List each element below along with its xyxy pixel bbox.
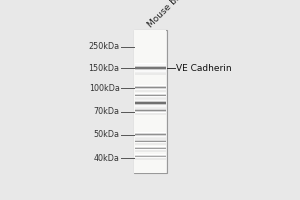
Text: 70kDa: 70kDa xyxy=(94,107,120,116)
Bar xyxy=(135,140,166,141)
Bar xyxy=(135,72,166,75)
Bar xyxy=(135,136,166,137)
Bar xyxy=(135,64,166,66)
Bar xyxy=(135,99,166,100)
Bar xyxy=(135,105,166,107)
Bar xyxy=(135,95,166,96)
Bar xyxy=(135,142,166,143)
Bar xyxy=(134,30,166,173)
Bar xyxy=(135,157,166,158)
Bar xyxy=(135,97,166,100)
Bar xyxy=(135,137,166,140)
Bar xyxy=(135,108,166,109)
Bar xyxy=(135,154,166,155)
Bar xyxy=(135,89,166,90)
Bar xyxy=(135,104,166,105)
Bar xyxy=(135,149,166,150)
Bar xyxy=(135,67,166,68)
Bar xyxy=(135,158,166,160)
Bar xyxy=(135,111,166,112)
Text: 150kDa: 150kDa xyxy=(88,64,120,73)
Bar xyxy=(135,106,166,108)
Bar xyxy=(135,96,166,97)
Bar xyxy=(135,69,166,70)
Bar xyxy=(135,139,166,140)
Bar xyxy=(135,150,166,152)
Bar xyxy=(135,103,166,104)
Bar xyxy=(135,72,166,73)
Bar xyxy=(135,87,166,88)
Bar xyxy=(135,137,166,138)
Bar xyxy=(135,143,166,145)
Bar xyxy=(135,93,166,94)
Bar xyxy=(135,134,166,135)
Bar xyxy=(135,157,166,158)
Bar xyxy=(135,85,166,86)
Bar xyxy=(135,107,166,109)
Text: Mouse brain: Mouse brain xyxy=(146,0,192,29)
Bar xyxy=(135,132,166,133)
Bar xyxy=(135,70,166,72)
Text: 50kDa: 50kDa xyxy=(94,130,120,139)
Bar xyxy=(135,133,166,134)
Text: 100kDa: 100kDa xyxy=(89,84,120,93)
Bar xyxy=(135,146,166,147)
Bar xyxy=(135,101,166,102)
Bar xyxy=(135,94,166,95)
Bar xyxy=(135,140,166,141)
Bar xyxy=(135,113,166,115)
Bar xyxy=(135,112,166,113)
Bar xyxy=(135,68,166,69)
Bar xyxy=(135,102,166,103)
Bar xyxy=(135,88,166,89)
Bar xyxy=(135,109,166,110)
Bar xyxy=(135,93,166,94)
Bar xyxy=(135,135,166,136)
Bar xyxy=(135,97,166,98)
Bar xyxy=(135,147,166,148)
Bar xyxy=(135,86,166,87)
Bar xyxy=(135,156,166,157)
Bar xyxy=(135,90,166,92)
Bar xyxy=(135,155,166,156)
Bar xyxy=(135,66,166,67)
Bar xyxy=(135,132,166,133)
Bar xyxy=(134,30,166,173)
Text: VE Cadherin: VE Cadherin xyxy=(176,64,232,73)
Text: 250kDa: 250kDa xyxy=(88,42,120,51)
Bar xyxy=(135,100,166,101)
Bar xyxy=(135,110,166,111)
Bar xyxy=(135,63,166,64)
Bar xyxy=(135,148,166,149)
Bar xyxy=(135,141,166,142)
Text: 40kDa: 40kDa xyxy=(94,154,120,163)
